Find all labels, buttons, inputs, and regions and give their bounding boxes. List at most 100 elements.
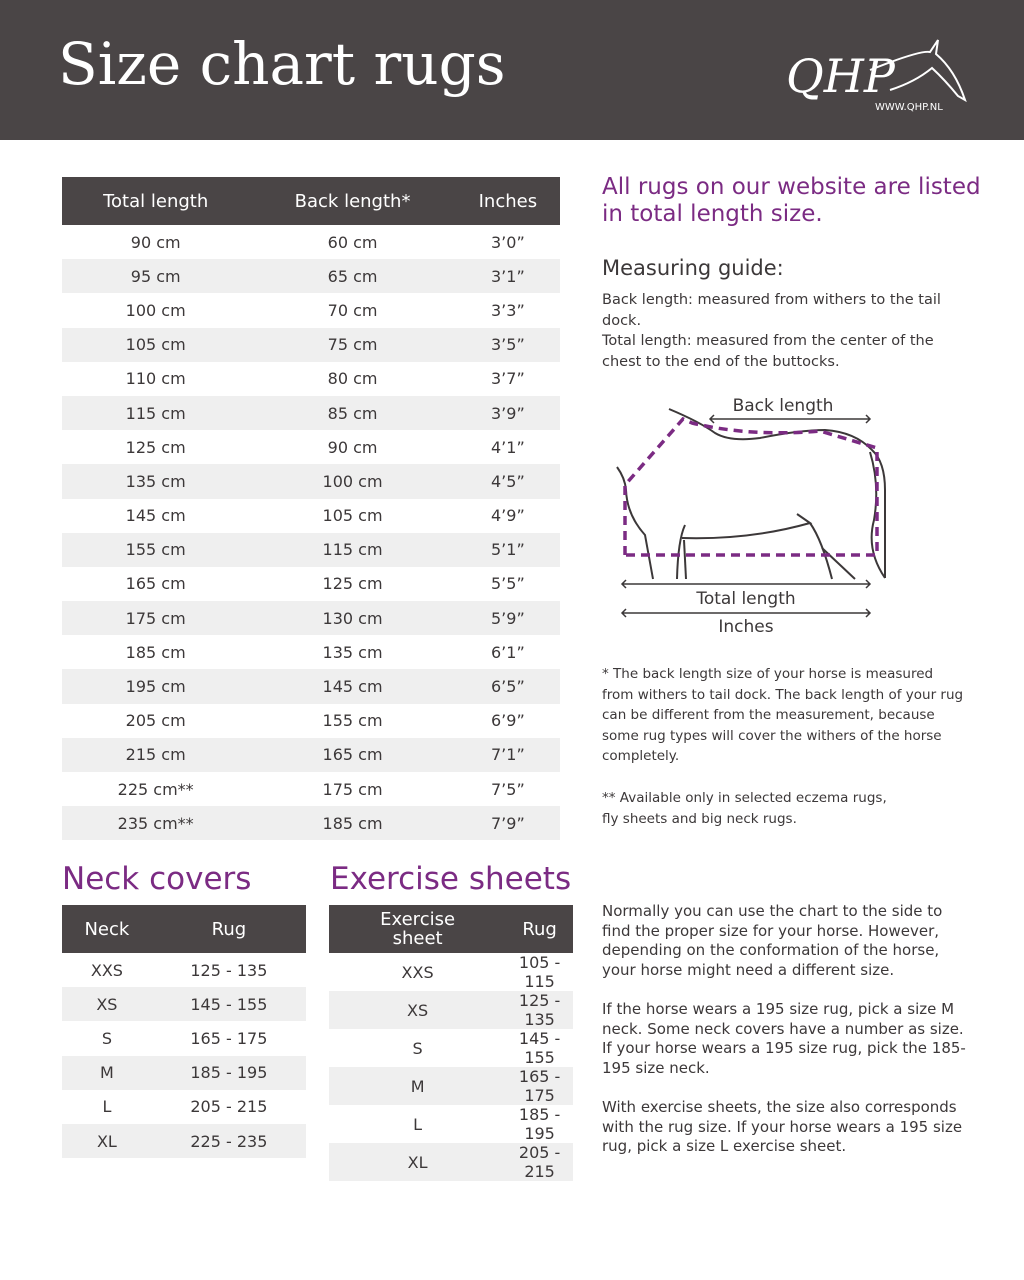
table-cell: XL [62,1123,152,1159]
table-row: 105 cm 75 cm 3’5” [62,327,560,362]
table-cell: S [101,1028,112,1048]
table-cell: XS [62,987,152,1022]
table-row: 185 cm 135 cm 6’1” [62,635,560,669]
inches-arrow [620,608,872,618]
rug-outline [623,416,879,557]
table-cell: 90 cm [130,232,181,252]
table-cell: 155 cm [322,711,383,731]
svg-text:WWW.QHP.NL: WWW.QHP.NL [875,102,943,113]
table-cell: 5’1” [455,532,560,567]
table-row: 90 cm 60 cm 3’0” [62,225,560,259]
table-row: 155 cm 115 cm 5’1” [62,532,560,567]
column-header: Exercise sheet [329,905,507,953]
table-cell: 70 cm [327,300,378,320]
table-cell: 100 cm [125,300,186,320]
table-cell: 90 cm [327,437,378,457]
table-row: XXS 125 - 135 [62,953,306,987]
table-cell: 145 - 155 [518,1029,561,1067]
table-cell: 3’3” [491,300,525,320]
column-header: Total length [62,177,250,225]
paragraph-general: Normally you can use the chart to the si… [602,902,943,979]
neck-covers-title: Neck covers [62,861,252,897]
inches-label: Inches [718,617,773,637]
table-cell: 175 cm [322,779,383,799]
guide-text: Back length: measured from withers to th… [602,292,941,370]
table-cell: 6’9” [491,711,525,731]
header-banner: Size chart rugs QHP WWW.QHP.NL [0,0,1024,140]
table-cell: 85 cm [249,395,456,431]
table-cell: 185 - 195 [151,1055,306,1090]
table-cell: 3’5” [455,327,560,362]
table-cell: 3’0” [491,232,525,252]
table-row: XS 125 - 135 [329,991,573,1029]
qhp-logo: QHP WWW.QHP.NL [786,39,967,113]
table-cell: L [102,1097,112,1117]
table-cell: 80 cm [327,369,378,389]
table-cell: 205 - 215 [506,1143,573,1181]
table-cell: 185 cm [249,806,456,841]
table-cell: L [413,1114,423,1134]
paragraph-exercise: With exercise sheets, the size also corr… [602,1098,963,1155]
table-row: 165 cm 125 cm 5’5” [62,567,560,601]
table-row: 115 cm 85 cm 3’9” [62,395,560,431]
table-row: 195 cm 145 cm 6’5” [62,669,560,704]
table-cell: 105 - 115 [518,953,561,991]
table-cell: 165 - 175 [190,1028,268,1048]
table-cell: M [329,1067,507,1105]
table-cell: 5’5” [491,574,525,594]
total-length-label: Total length [695,589,795,609]
table-cell: 125 cm [125,437,186,457]
table-cell: 165 - 175 [506,1067,573,1105]
guide-title: Measuring guide: [602,256,784,280]
table-cell: 3’1” [455,259,560,294]
table-cell: 185 - 195 [518,1105,561,1143]
table-cell: 235 cm** [62,806,250,841]
column-header: Rug [151,905,306,953]
table-cell: 135 cm [62,464,250,499]
table-cell: 125 - 135 [190,960,268,980]
table-row: 145 cm 105 cm 4’9” [62,499,560,533]
svg-text:QHP: QHP [786,49,896,103]
table-cell: 6’1” [491,642,525,662]
table-cell: XL [329,1143,507,1181]
table-cell: 145 cm [125,506,186,526]
table-row: XL 205 - 215 [329,1143,573,1181]
table-row: S 145 - 155 [329,1029,573,1067]
table-row: 100 cm 70 cm 3’3” [62,293,560,327]
table-row: XXS 105 - 115 [329,953,573,991]
table-cell: 7’5” [491,779,525,799]
table-cell: XXS [90,960,123,980]
table-cell: 7’9” [455,806,560,841]
table-cell: 75 cm [249,327,456,362]
table-cell: 4’1” [491,437,525,457]
neck-covers-table: Neck Rug XXS 125 - 135 XS 145 - 155 S 165 - 175… [62,905,306,1159]
horse-measuring-diagram: Back length Total length Inches [616,396,886,637]
column-header: Neck [62,905,152,953]
table-row: 175 cm 130 cm 5’9” [62,601,560,636]
table-cell: XXS [401,962,434,982]
exercise-sheets-table: Exercise sheet Rug XXS 105 - 115 XS 125 - 135… [329,905,573,1181]
table-cell: 60 cm [327,232,378,252]
table-cell: 135 cm [322,642,383,662]
table-cell: 65 cm [249,259,456,294]
table-row: 225 cm** 175 cm 7’5” [62,772,560,806]
table-cell: 3’9” [455,395,560,431]
table-cell: M [62,1055,152,1090]
table-cell: 6’5” [455,669,560,704]
table-cell: 125 cm [322,574,383,594]
back-length-note: * The back length size of your horse is … [602,666,964,764]
table-row: 95 cm 65 cm 3’1” [62,259,560,294]
table-row: 125 cm 90 cm 4’1” [62,430,560,464]
table-cell: 105 cm [62,327,250,362]
table-cell: 215 cm [62,737,250,772]
table-row: 135 cm 100 cm 4’5” [62,464,560,499]
back-length-label: Back length [733,396,834,416]
table-cell: 100 cm [249,464,456,499]
table-cell: 95 cm [62,259,250,294]
table-cell: 225 - 235 [151,1123,306,1159]
table-cell: 195 cm [62,669,250,704]
back-length-arrow [708,414,872,424]
table-row: 110 cm 80 cm 3’7” [62,362,560,396]
table-cell: 7’1” [455,737,560,772]
table-row: M 165 - 175 [329,1067,573,1105]
